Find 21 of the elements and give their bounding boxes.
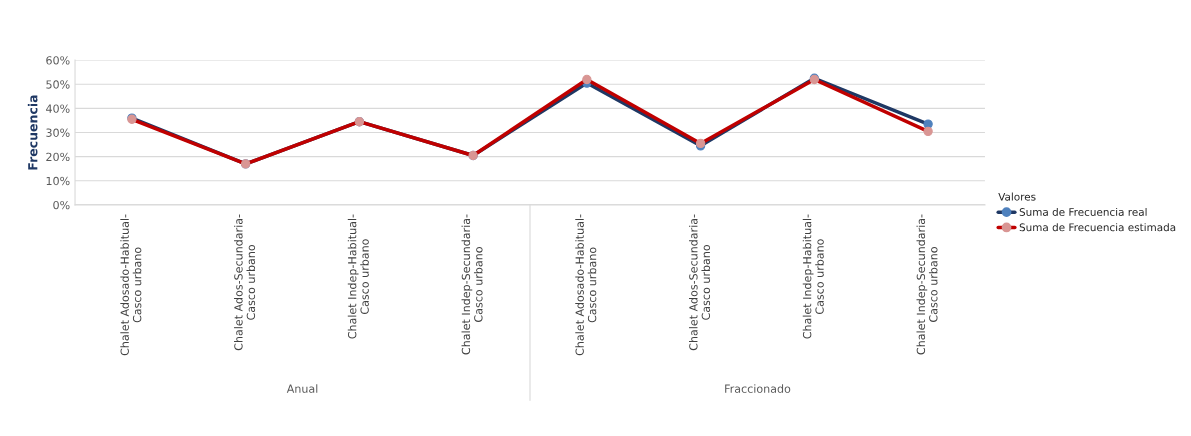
x-tick-label: Chalet Indep-Secundaria- Casco urbano bbox=[461, 214, 483, 355]
x-tick-label: Chalet Indep-Secundaria- Casco urbano bbox=[916, 214, 938, 355]
legend-title: Valores bbox=[998, 192, 1036, 201]
x-tick-label: Chalet Adosado-Habitual- Casco urbano bbox=[575, 214, 597, 356]
legend-label: Suma de Frecuencia real bbox=[1019, 207, 1147, 216]
y-tick-label: 20% bbox=[46, 152, 70, 162]
y-tick-label: 50% bbox=[46, 80, 70, 89]
legend-label: Suma de Frecuencia estimada bbox=[1019, 223, 1176, 232]
x-tick-label: Chalet Ados-Secundaria- Casco urbano bbox=[689, 214, 711, 351]
y-tick-label: 40% bbox=[46, 104, 70, 113]
x-tick-label: Chalet Indep-Habitual- Casco urbano bbox=[347, 214, 369, 339]
y-tick-label: 60% bbox=[46, 56, 70, 65]
y-tick-label: 10% bbox=[46, 176, 70, 186]
x-tick-label: Chalet Adosado-Habitual- Casco urbano bbox=[120, 214, 142, 356]
text: Fraccionado bbox=[725, 384, 791, 393]
y-tick-label: 30% bbox=[46, 128, 70, 137]
text: Anual bbox=[286, 384, 318, 393]
y-axis-title: Frecuencia bbox=[27, 95, 38, 170]
x-tick-label: Chalet Indep-Habitual- Casco urbano bbox=[802, 214, 824, 339]
y-tick-label: 0% bbox=[53, 200, 70, 210]
x-tick-label: Chalet Ados-Secundaria- Casco urbano bbox=[234, 214, 256, 351]
